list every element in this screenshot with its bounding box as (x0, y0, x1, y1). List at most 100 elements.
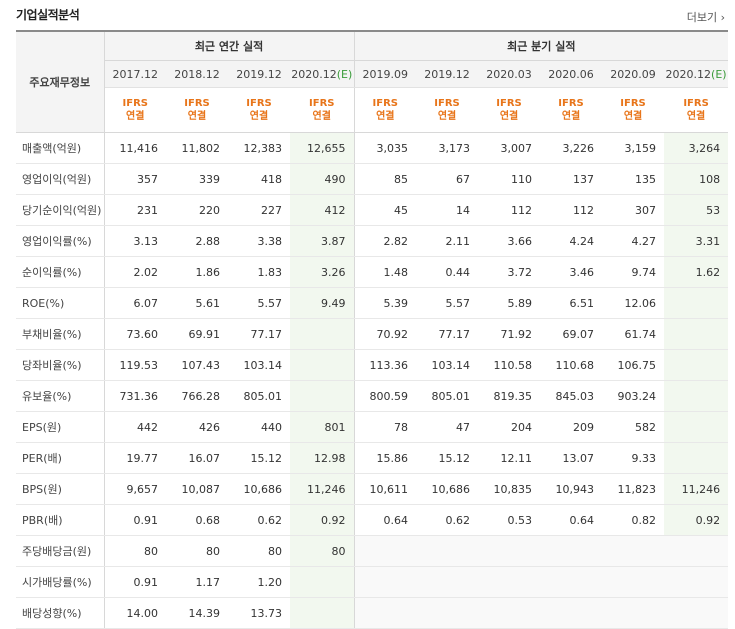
basis-ifrs-label: IFRS (683, 98, 709, 109)
table-cell: 227 (228, 194, 290, 226)
basis-consolidated-label: 연결 (249, 111, 269, 122)
basis-header: IFRS 연결 (228, 87, 290, 133)
table-cell: 110 (478, 163, 541, 195)
row-label: PER(배) (16, 442, 105, 474)
table-cell: 12.98 (290, 442, 355, 474)
period-header: 2020.06 (540, 60, 603, 88)
basis-header: IFRS 연결 (353, 87, 417, 133)
table-row: 매출액(억원) 11,416 11,802 12,383 12,655 3,035 3,17… (16, 132, 729, 164)
table-cell: 442 (103, 411, 166, 443)
table-cell: 108 (664, 163, 729, 195)
table-cell: 106.75 (602, 349, 665, 381)
table-cell (478, 597, 541, 629)
table-cell (664, 566, 729, 598)
corner-header: 주요재무정보 (16, 30, 105, 133)
row-label: ROE(%) (16, 287, 105, 319)
table-cell: 801 (290, 411, 355, 443)
table-cell: 3.26 (290, 256, 355, 288)
table-cell (664, 380, 729, 412)
table-cell (664, 287, 729, 319)
table-row: 부채비율(%) 73.60 69.91 77.17 70.92 77.17 71.92 69.… (16, 318, 729, 350)
table-cell: 11,246 (664, 473, 729, 505)
table-cell: 0.68 (166, 504, 228, 536)
basis-ifrs-label: IFRS (184, 98, 210, 109)
table-cell: 112 (478, 194, 541, 226)
table-cell: 0.64 (540, 504, 603, 536)
table-cell: 12.11 (478, 442, 541, 474)
table-row: 영업이익률(%) 3.13 2.88 3.38 3.87 2.82 2.11 3.66 4.24… (16, 225, 729, 257)
table-cell: 11,823 (602, 473, 665, 505)
table-cell: 5.89 (478, 287, 541, 319)
row-label: PBR(배) (16, 504, 105, 536)
table-cell (602, 566, 665, 598)
table-cell: 12,655 (290, 132, 355, 164)
table-cell: 80 (290, 535, 355, 567)
table-cell: 137 (540, 163, 603, 195)
table-cell: 61.74 (602, 318, 665, 350)
table-row: 순이익률(%) 2.02 1.86 1.83 3.26 1.48 0.44 3.72 3.46 9… (16, 256, 729, 288)
table-cell: 71.92 (478, 318, 541, 350)
table-cell (353, 566, 417, 598)
table-cell: 73.60 (103, 318, 166, 350)
table-cell: 731.36 (103, 380, 166, 412)
basis-consolidated-label: 연결 (437, 111, 457, 122)
table-cell (290, 566, 355, 598)
basis-ifrs-label: IFRS (496, 98, 522, 109)
table-cell: 0.64 (353, 504, 417, 536)
table-cell: 3,035 (353, 132, 417, 164)
table-cell: 70.92 (353, 318, 417, 350)
table-cell: 14 (416, 194, 479, 226)
table-cell (478, 535, 541, 567)
period-header-estimate: 2020.12(E) (290, 60, 355, 88)
table-cell (416, 597, 479, 629)
table-row: 유보율(%) 731.36 766.28 805.01 800.59 805.01 819.… (16, 380, 729, 412)
period-label: 2020.12 (291, 67, 337, 81)
table-cell: 9,657 (103, 473, 166, 505)
table-row: 당기순이익(억원) 231 220 227 412 45 14 112 112 307 53 (16, 194, 729, 226)
table-cell: 69.07 (540, 318, 603, 350)
table-cell: 0.91 (103, 504, 166, 536)
table-cell: 0.92 (290, 504, 355, 536)
table-cell: 582 (602, 411, 665, 443)
table-cell: 10,943 (540, 473, 603, 505)
table-cell: 0.44 (416, 256, 479, 288)
more-link[interactable]: 더보기 › (687, 9, 725, 25)
table-cell: 3,226 (540, 132, 603, 164)
basis-header: IFRS 연결 (602, 87, 665, 133)
table-cell: 10,611 (353, 473, 417, 505)
table-cell: 4.27 (602, 225, 665, 257)
table-cell: 4.24 (540, 225, 603, 257)
table-cell: 19.77 (103, 442, 166, 474)
table-cell: 13.07 (540, 442, 603, 474)
row-label: 유보율(%) (16, 380, 105, 412)
table-cell: 819.35 (478, 380, 541, 412)
table-cell: 1.62 (664, 256, 729, 288)
table-cell: 112 (540, 194, 603, 226)
table-cell: 3,007 (478, 132, 541, 164)
period-header: 2018.12 (166, 60, 228, 88)
row-label: 영업이익률(%) (16, 225, 105, 257)
table-cell: 16.07 (166, 442, 228, 474)
table-cell: 903.24 (602, 380, 665, 412)
basis-consolidated-label: 연결 (312, 111, 331, 122)
table-cell: 15.86 (353, 442, 417, 474)
table-cell: 15.12 (228, 442, 290, 474)
table-cell: 805.01 (416, 380, 479, 412)
table-cell: 6.07 (103, 287, 166, 319)
table-cell (664, 318, 729, 350)
table-cell: 135 (602, 163, 665, 195)
table-cell: 80 (166, 535, 228, 567)
basis-consolidated-label: 연결 (561, 111, 581, 122)
table-cell: 2.88 (166, 225, 228, 257)
row-label: 주당배당금(원) (16, 535, 105, 567)
basis-header: IFRS 연결 (103, 87, 166, 133)
table-row: EPS(원) 442 426 440 801 78 47 204 209 582 (16, 411, 729, 443)
table-cell: 119.53 (103, 349, 166, 381)
estimate-mark: (E) (711, 67, 727, 81)
table-cell: 80 (103, 535, 166, 567)
period-header-estimate: 2020.12(E) (664, 60, 729, 88)
table-cell: 766.28 (166, 380, 228, 412)
table-cell (290, 597, 355, 629)
basis-ifrs-label: IFRS (434, 98, 460, 109)
row-label: 배당성향(%) (16, 597, 105, 629)
